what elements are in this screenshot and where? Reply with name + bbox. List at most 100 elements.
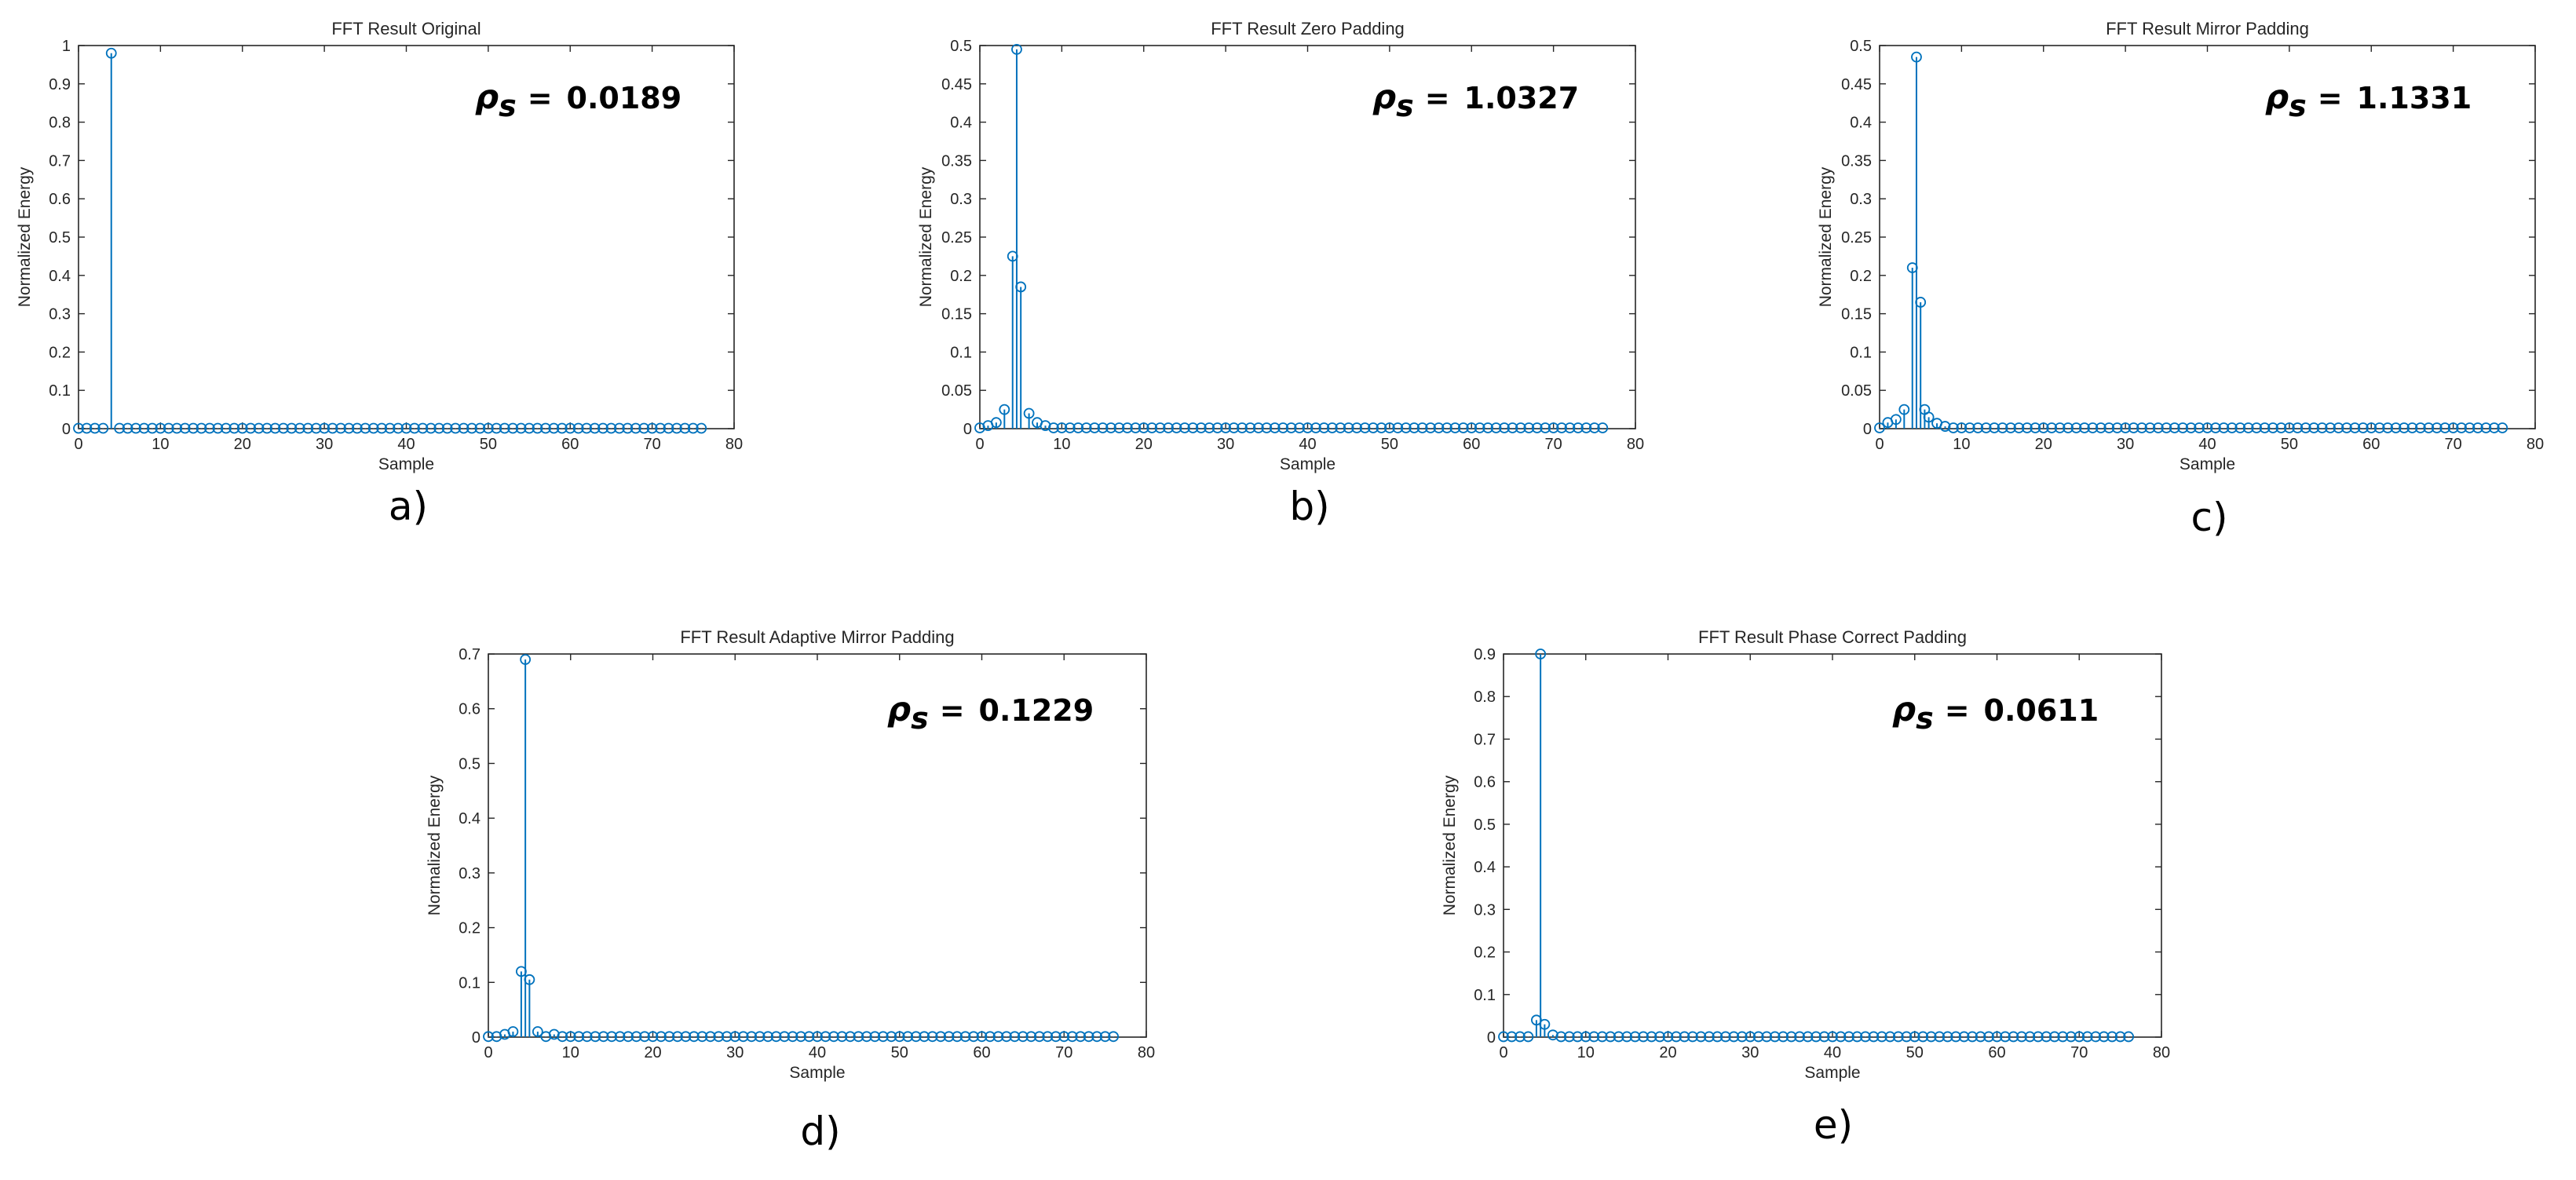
stem-marker bbox=[1105, 422, 1116, 433]
stem-marker bbox=[2414, 422, 2426, 433]
stem-marker bbox=[507, 422, 519, 434]
x-tick-label: 0 bbox=[1499, 1044, 1507, 1061]
stem-marker bbox=[351, 422, 363, 434]
y-tick-label: 0.5 bbox=[1474, 817, 1496, 834]
stem-marker bbox=[482, 422, 494, 434]
stem-marker bbox=[1244, 422, 1256, 433]
chart-panel: FFT Result Mirror Padding 0 10 20 30 40 50 60 70… bbox=[1817, 19, 2544, 540]
stem-marker bbox=[556, 422, 568, 434]
stem-marker bbox=[1835, 1031, 1847, 1043]
panel-caption: b) bbox=[1289, 484, 1329, 529]
y-tick-label: 0.1 bbox=[49, 382, 71, 400]
stem-marker bbox=[639, 1031, 650, 1043]
stem-marker bbox=[1605, 1031, 1617, 1043]
stem-marker bbox=[1097, 422, 1109, 433]
stem-marker bbox=[2390, 422, 2402, 433]
stem-marker bbox=[713, 1031, 725, 1043]
stem-marker bbox=[2021, 422, 2033, 433]
stem-marker bbox=[491, 422, 502, 434]
stem-marker bbox=[2497, 422, 2508, 433]
x-tick-label: 0 bbox=[975, 436, 984, 453]
y-tick-label: 0 bbox=[1487, 1029, 1496, 1047]
stem-marker bbox=[2373, 422, 2385, 433]
stem-marker bbox=[590, 1031, 601, 1043]
stem-marker bbox=[770, 1031, 782, 1043]
stem-marker bbox=[171, 422, 183, 434]
stem-marker bbox=[860, 1031, 872, 1043]
y-tick-label: 0.2 bbox=[1474, 944, 1496, 962]
x-tick-label: 30 bbox=[1741, 1044, 1759, 1061]
stem-marker bbox=[253, 422, 265, 434]
stem-marker bbox=[1351, 422, 1363, 433]
stem-marker bbox=[581, 1031, 593, 1043]
stem-marker bbox=[812, 1031, 823, 1043]
stem-marker bbox=[532, 1026, 543, 1037]
stem-marker bbox=[1482, 422, 1494, 433]
rho-annotation: ρs = 1.1331 bbox=[2265, 78, 2472, 123]
y-tick-label: 0.4 bbox=[1474, 859, 1496, 876]
stem-marker bbox=[163, 422, 174, 434]
y-tick-label: 0.8 bbox=[1474, 689, 1496, 706]
x-tick-label: 60 bbox=[973, 1044, 990, 1061]
stem-marker bbox=[1890, 414, 1902, 426]
stem-marker bbox=[458, 422, 470, 434]
stem-marker bbox=[606, 1031, 618, 1043]
stem-marker bbox=[1261, 422, 1273, 433]
stem-marker bbox=[1515, 422, 1526, 433]
stem-marker bbox=[1980, 422, 1992, 433]
stem-marker bbox=[1555, 1031, 1567, 1043]
stem-marker bbox=[524, 974, 535, 985]
x-tick-label: 80 bbox=[1138, 1044, 1155, 1061]
stem-marker bbox=[548, 422, 560, 434]
x-tick-label: 20 bbox=[644, 1044, 661, 1061]
stem-marker bbox=[1058, 1031, 1070, 1043]
stem-series bbox=[73, 47, 707, 434]
stem-marker bbox=[2456, 422, 2467, 433]
stem-marker bbox=[1392, 422, 1404, 433]
y-tick-label: 0.1 bbox=[459, 974, 480, 992]
stem-marker bbox=[779, 1031, 790, 1043]
stem-marker bbox=[105, 47, 117, 59]
stem-marker bbox=[1638, 1031, 1649, 1043]
stem-marker bbox=[1915, 297, 1927, 308]
stem-marker bbox=[335, 422, 346, 434]
stem-marker bbox=[1967, 1031, 1978, 1043]
stem-marker bbox=[1433, 422, 1445, 433]
stem-marker bbox=[269, 422, 281, 434]
y-tick-label: 0.3 bbox=[1850, 191, 1872, 208]
x-tick-label: 70 bbox=[1055, 1044, 1072, 1061]
stem-marker bbox=[680, 1031, 692, 1043]
stem-marker bbox=[1547, 1029, 1558, 1041]
stem-marker bbox=[540, 422, 551, 434]
plot-area bbox=[1503, 653, 2162, 1038]
x-axis-label: Sample bbox=[1280, 455, 1336, 473]
x-tick-label: 0 bbox=[1875, 436, 1884, 453]
stem-marker bbox=[1942, 1031, 1953, 1043]
stem-marker bbox=[886, 1031, 897, 1043]
stem-marker bbox=[926, 1031, 938, 1043]
y-tick-label: 0.25 bbox=[1841, 229, 1872, 247]
stem-marker bbox=[1083, 1031, 1094, 1043]
stem-marker bbox=[573, 1031, 585, 1043]
stem-marker bbox=[2194, 422, 2205, 433]
stem-marker bbox=[2464, 422, 2476, 433]
stem-marker bbox=[1441, 422, 1452, 433]
rho-annotation: ρs = 0.0611 bbox=[1892, 690, 2099, 736]
stem-marker bbox=[2242, 422, 2254, 433]
stem-marker bbox=[1923, 411, 1935, 423]
stem-marker bbox=[679, 422, 691, 434]
x-tick-label: 20 bbox=[2035, 436, 2052, 453]
stem-marker bbox=[1121, 422, 1133, 433]
y-tick-label: 0.35 bbox=[941, 152, 972, 170]
stem-marker bbox=[1042, 1031, 1054, 1043]
x-tick-label: 10 bbox=[1577, 1044, 1595, 1061]
stem-marker bbox=[2218, 422, 2230, 433]
rho-value: 0.0189 bbox=[567, 81, 682, 115]
stem-marker bbox=[687, 422, 699, 434]
stem-marker bbox=[746, 1031, 758, 1043]
x-tick-label: 40 bbox=[1824, 1044, 1841, 1061]
stem-marker bbox=[1040, 420, 1051, 431]
stem-marker bbox=[2005, 422, 2016, 433]
stem-marker bbox=[1302, 422, 1314, 433]
stem-marker bbox=[2161, 422, 2172, 433]
